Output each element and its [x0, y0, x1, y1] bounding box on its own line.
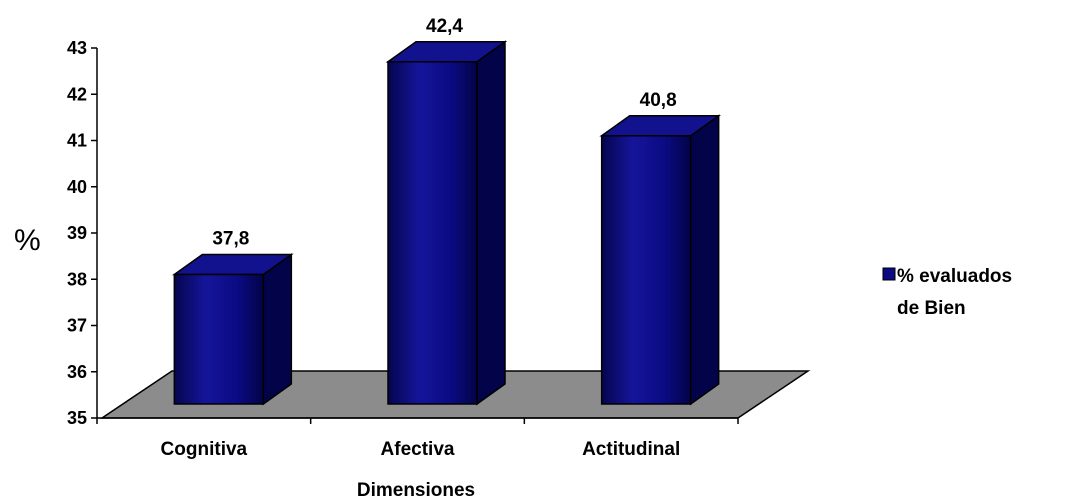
bars	[171, 40, 722, 406]
x-tick-label: Afectiva	[381, 439, 455, 460]
data-label: 37,8	[212, 229, 249, 250]
y-tick-label: 41	[67, 131, 87, 151]
legend-label-line1: % evaluados	[897, 266, 1012, 287]
data-labels: 37,8 42,4 40,8	[212, 16, 676, 250]
y-tick-label: 35	[67, 408, 87, 428]
y-tick-label: 37	[67, 316, 87, 336]
data-label: 40,8	[640, 90, 677, 111]
y-tick-label: 40	[67, 177, 87, 197]
bar-actitudinal	[599, 114, 722, 406]
bar-side	[262, 253, 293, 406]
x-tick-label: Cognitiva	[161, 439, 248, 460]
y-tick-label: 39	[67, 223, 87, 243]
y-tick-label: 36	[67, 362, 87, 382]
y-axis-title: %	[14, 224, 41, 257]
x-axis-title: Dimensiones	[357, 480, 475, 501]
bar-front	[387, 61, 478, 405]
y-tick-label: 38	[67, 269, 87, 289]
bar-side	[689, 114, 720, 406]
bar-afectiva	[385, 40, 508, 406]
data-label: 42,4	[426, 16, 463, 37]
bar-side	[476, 40, 506, 406]
y-tick-label: 43	[67, 38, 87, 58]
legend-swatch	[882, 267, 896, 281]
y-tick-label: 42	[67, 84, 87, 104]
x-tick-label: Actitudinal	[582, 439, 680, 460]
y-axis: 35 36 37 38 39 40 41 42 43	[67, 38, 98, 428]
legend: % evaluados de Bien	[882, 266, 1012, 319]
bar-front	[600, 135, 692, 405]
bar-cognitiva	[171, 253, 294, 406]
x-axis: Cognitiva Afectiva Actitudinal	[96, 417, 739, 460]
bar-front	[173, 273, 265, 405]
legend-label-line2: de Bien	[897, 298, 966, 319]
